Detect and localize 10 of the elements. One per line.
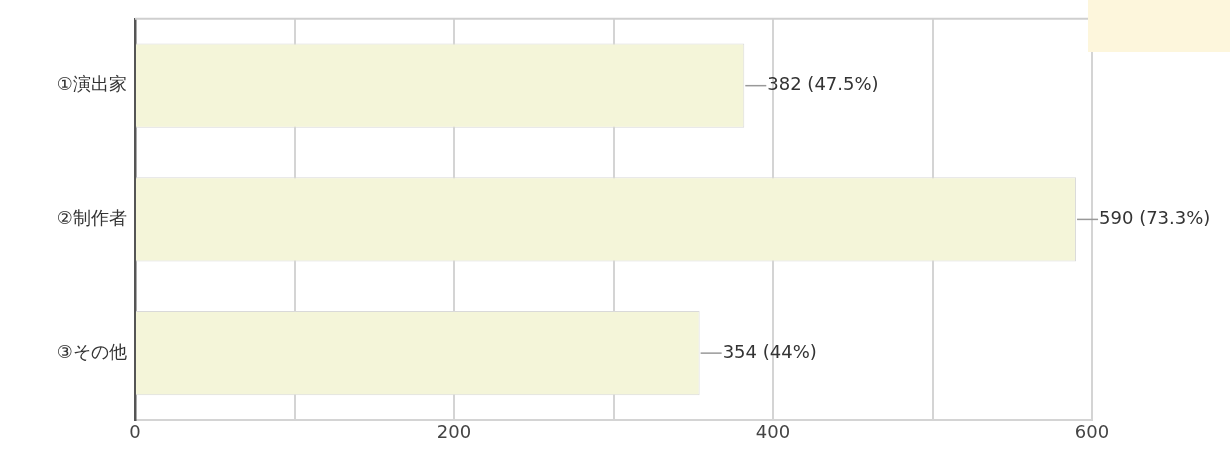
- y-tick-label: ①演出家: [56, 73, 127, 95]
- y-tick-label: ③その他: [56, 340, 127, 362]
- data-label: 354 (44%): [722, 340, 817, 362]
- x-tick-label: 0: [129, 421, 141, 443]
- x-tick-label: 400: [755, 421, 791, 443]
- x-tick-label: 200: [436, 421, 472, 443]
- x-tick-label: 600: [1074, 421, 1110, 443]
- data-label: 382 (47.5%): [767, 73, 879, 95]
- y-tick-label: ②制作者: [56, 207, 127, 229]
- data-label: 590 (73.3%): [1099, 207, 1211, 229]
